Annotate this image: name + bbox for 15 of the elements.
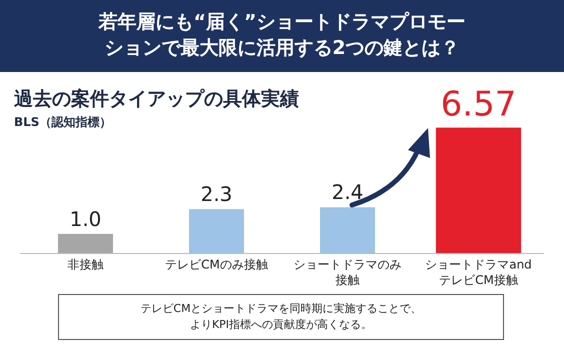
x-tick-label: 非接触	[68, 257, 104, 272]
data-label: 1.0	[70, 206, 102, 231]
data-label: 6.57	[440, 84, 516, 125]
bar	[320, 207, 376, 253]
chart-subtitle: 過去の案件タイアップの具体実績	[14, 87, 299, 112]
x-tick-label: ショートドラマand テレビCM接触	[425, 257, 532, 287]
x-tick-label: ショートドラマのみ接触	[294, 257, 402, 287]
chart-title: 若年層にも“届く”ショートドラマプロモーションで最大限に活用する2つの鍵とは？	[0, 0, 564, 72]
bar	[58, 234, 114, 253]
text: テレビCMとショートドラマを同時期に実施することで、よりKPI指標への貢献度が高くなる。	[58, 294, 504, 340]
data-label: 2.3	[200, 182, 232, 206]
data-label: 2.4	[332, 180, 364, 204]
y-axis-title: BLS（認知指標）	[14, 114, 112, 131]
bar	[188, 209, 244, 253]
x-tick-label: テレビCMのみ接触	[165, 257, 268, 272]
